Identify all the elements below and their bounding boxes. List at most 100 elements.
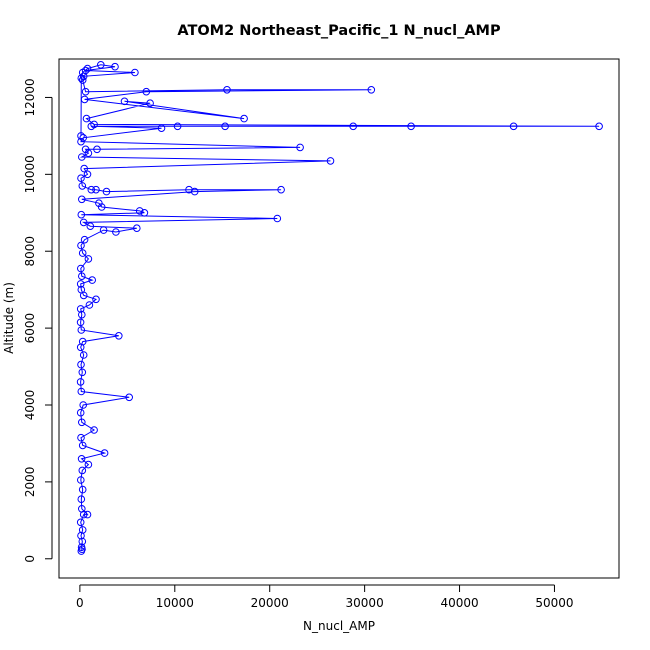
data-point: [146, 99, 154, 107]
data-point: [76, 280, 85, 288]
plot-frame: [58, 58, 620, 579]
data-point: [595, 122, 603, 131]
data-point: [76, 518, 85, 527]
data-point: [79, 401, 87, 409]
data-point: [131, 68, 139, 77]
y-axis-label: Altitude (m): [2, 282, 16, 354]
data-point: [81, 87, 90, 96]
data-point: [77, 495, 86, 504]
data-point: [115, 332, 123, 340]
data-point: [79, 218, 88, 227]
data-point: [77, 132, 85, 140]
data-point: [76, 305, 85, 313]
series-points: [76, 61, 603, 555]
data-point: [85, 301, 94, 309]
data-point: [83, 510, 92, 519]
chart-title: ATOM2 Northeast_Pacific_1 N_nucl_AMP: [177, 23, 501, 39]
data-point: [77, 326, 86, 334]
data-point: [78, 310, 86, 319]
data-point: [125, 393, 133, 402]
data-point: [92, 185, 100, 194]
data-point: [349, 122, 358, 131]
data-point: [78, 441, 87, 450]
data-point: [142, 87, 151, 96]
data-point: [273, 214, 282, 223]
data-point: [95, 199, 103, 207]
data-point: [173, 122, 182, 131]
y-tick-label: 6000: [23, 313, 37, 344]
data-point: [81, 145, 90, 154]
data-point: [78, 249, 87, 257]
data-point: [112, 228, 120, 236]
plot-border: [58, 58, 620, 579]
data-point: [78, 76, 87, 84]
data-point: [77, 241, 85, 250]
data-point: [77, 476, 85, 484]
y-tick-label: 12000: [23, 78, 37, 116]
data-point: [78, 153, 86, 161]
data-point: [77, 360, 85, 369]
data-point: [509, 122, 518, 131]
data-point: [240, 114, 248, 123]
data-point: [76, 408, 85, 417]
y-tick-label: 2000: [23, 467, 37, 498]
data-point: [78, 337, 87, 346]
data-point: [87, 185, 96, 194]
data-point: [140, 209, 149, 217]
x-tick-label: 10000: [156, 596, 194, 610]
data-point: [102, 187, 111, 196]
data-point: [77, 210, 86, 219]
data-point: [83, 64, 92, 73]
data-point: [77, 74, 86, 82]
data-point: [83, 170, 92, 179]
data-point: [78, 368, 87, 377]
x-tick-label: 40000: [440, 596, 478, 610]
y-tick-label: 4000: [23, 390, 37, 421]
data-point: [79, 351, 88, 359]
data-point: [407, 122, 415, 131]
data-point: [92, 295, 100, 304]
data-point: [84, 460, 93, 469]
data-point: [78, 195, 86, 204]
series-line: [79, 64, 600, 552]
data-point: [78, 418, 86, 427]
y-tick-label: 0: [23, 555, 37, 563]
data-point: [77, 433, 85, 442]
data-point: [86, 222, 95, 230]
data-point: [367, 86, 376, 94]
data-point: [78, 526, 87, 534]
x-axis: 0 10000 20000 30000 40000 50000: [76, 584, 574, 610]
data-point: [78, 272, 86, 281]
data-point: [78, 68, 87, 77]
data-point: [82, 114, 91, 123]
y-tick-label: 8000: [23, 236, 37, 267]
data-point: [88, 276, 96, 284]
x-axis-label: N_nucl_AMP: [303, 619, 375, 633]
data-point: [79, 134, 87, 142]
data-point: [90, 426, 98, 434]
x-tick-label: 20000: [251, 596, 289, 610]
data-point: [77, 543, 86, 552]
data-point: [77, 137, 85, 146]
data-point: [90, 120, 98, 129]
x-tick-label: 0: [76, 596, 84, 610]
data-point: [97, 61, 105, 69]
data-point: [80, 164, 88, 173]
data-point: [78, 485, 87, 494]
data-point: [185, 185, 193, 194]
y-axis: 0 2000 4000 6000 8000 10000 12000: [23, 78, 53, 563]
x-tick-label: 30000: [346, 596, 384, 610]
data-point: [111, 62, 119, 71]
data-point: [326, 157, 335, 165]
data-point: [84, 255, 93, 263]
data-point: [78, 537, 87, 546]
data-point: [77, 174, 85, 182]
data-point: [80, 95, 89, 104]
data-point: [77, 264, 85, 273]
data-point: [76, 378, 85, 386]
data-point: [99, 226, 108, 234]
data-point: [157, 124, 166, 132]
data-point: [78, 182, 87, 190]
y-tick-label: 10000: [23, 155, 37, 193]
